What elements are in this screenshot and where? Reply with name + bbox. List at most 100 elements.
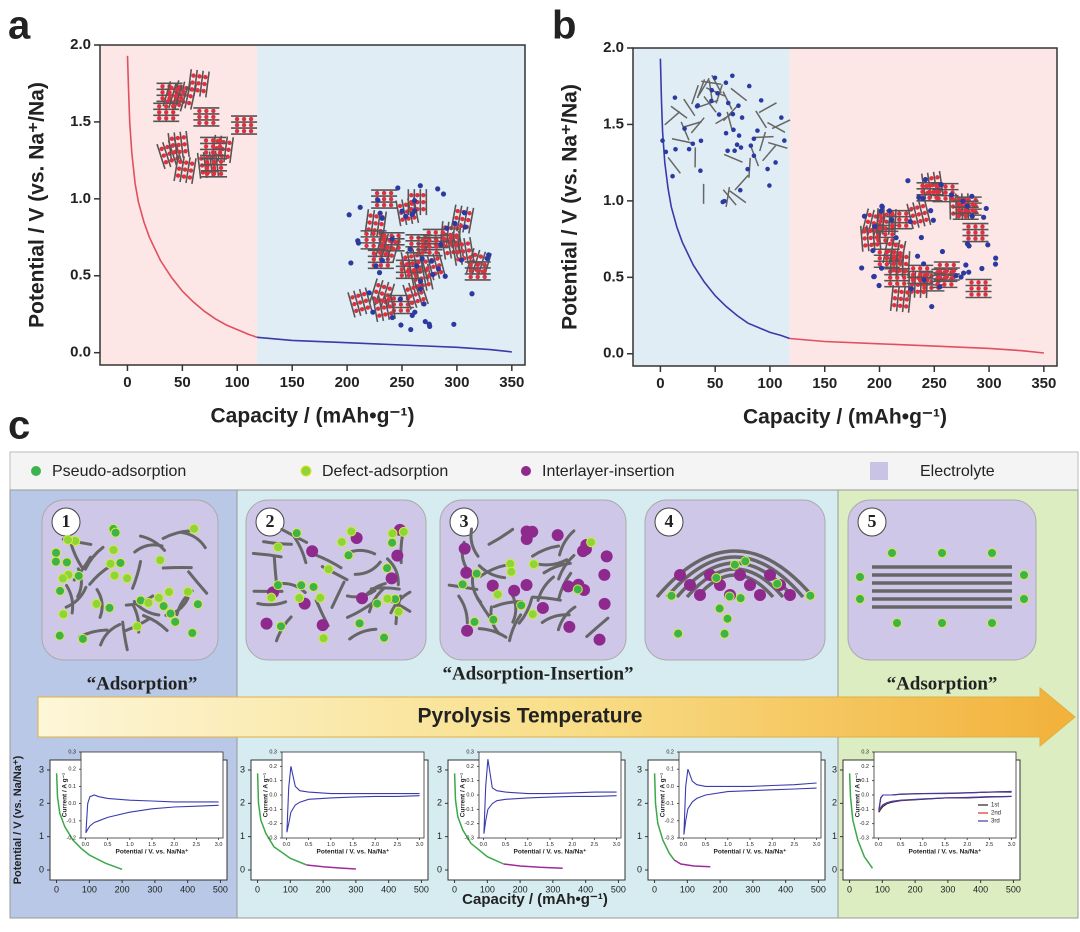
x-tick-label: 0 xyxy=(652,885,657,895)
ion xyxy=(434,244,439,249)
ion xyxy=(391,296,397,301)
ion xyxy=(468,262,473,268)
graphene xyxy=(121,620,129,652)
ion xyxy=(970,208,975,213)
ion xyxy=(891,250,896,255)
x-tick-label: 3.0 xyxy=(813,842,821,848)
ion xyxy=(171,110,176,115)
ion xyxy=(924,266,930,271)
ion xyxy=(387,286,392,291)
group-label: “Adsorption” xyxy=(87,673,198,694)
ion xyxy=(528,559,539,570)
graphene xyxy=(691,84,699,105)
ion xyxy=(420,244,425,249)
ion xyxy=(187,175,193,180)
ion xyxy=(132,621,143,632)
ion xyxy=(189,523,200,534)
ion xyxy=(870,247,876,254)
ion xyxy=(405,269,411,274)
ion xyxy=(709,87,715,93)
ion xyxy=(421,297,426,302)
ion xyxy=(189,161,195,166)
ion xyxy=(433,230,438,235)
graphene xyxy=(683,98,696,117)
ion xyxy=(399,208,405,214)
ion xyxy=(379,632,390,643)
ion xyxy=(397,203,403,209)
y-tick-label: 1 xyxy=(832,831,837,841)
ion xyxy=(165,608,176,619)
ion xyxy=(382,563,393,574)
ion xyxy=(973,236,978,241)
ion xyxy=(462,224,468,230)
y-tick-label: 1 xyxy=(437,831,442,841)
ion xyxy=(722,613,733,624)
ion xyxy=(210,138,216,143)
y-tick-label: 2.0 xyxy=(603,39,624,56)
ion xyxy=(109,570,120,581)
ion xyxy=(421,199,426,205)
ion xyxy=(204,114,209,120)
ion xyxy=(928,208,934,214)
ion xyxy=(737,187,743,193)
ion xyxy=(204,159,210,165)
ion xyxy=(226,147,231,152)
graphene xyxy=(345,601,374,619)
ion xyxy=(674,569,686,581)
ion xyxy=(904,217,909,222)
x-axis-label: Capacity / (mAh•g⁻¹) xyxy=(211,405,415,428)
ion xyxy=(371,243,376,249)
ion xyxy=(879,203,885,209)
ion xyxy=(673,147,678,152)
ion xyxy=(372,598,383,609)
ion xyxy=(364,237,369,243)
ion xyxy=(927,195,932,200)
carbon-stack xyxy=(173,155,197,185)
ion xyxy=(381,305,387,310)
ion xyxy=(385,245,390,250)
ion xyxy=(367,220,372,225)
y-tick-label: 0.0 xyxy=(68,801,76,807)
ion xyxy=(187,627,198,638)
x-tick-label: 3.0 xyxy=(416,842,424,848)
x-tick-label: 300 xyxy=(977,375,1002,392)
x-tick-label: 100 xyxy=(283,885,298,895)
legend-label: 2nd xyxy=(991,811,1001,817)
ion xyxy=(460,566,473,579)
ion xyxy=(197,114,202,120)
ion xyxy=(248,128,254,134)
ion xyxy=(920,203,926,209)
carbon-stack xyxy=(464,261,491,281)
ion xyxy=(985,242,991,248)
ion xyxy=(180,89,186,94)
data-line xyxy=(683,769,817,835)
ion xyxy=(958,274,964,280)
plot-frame xyxy=(632,47,1058,367)
ion xyxy=(190,80,195,85)
graphene xyxy=(402,284,412,310)
x-tick-label: 0.0 xyxy=(680,842,688,848)
ion xyxy=(898,296,904,302)
graphene xyxy=(377,295,385,322)
ion xyxy=(897,223,902,228)
y-tick-label: 2 xyxy=(39,798,44,808)
x-tick-label: 1.5 xyxy=(349,842,357,848)
ion xyxy=(211,108,216,114)
plot-bg xyxy=(282,752,424,838)
y-tick-label: 0.5 xyxy=(603,268,624,285)
ion xyxy=(861,213,868,219)
ion xyxy=(409,300,415,306)
plot-frame xyxy=(99,44,526,366)
plot-bg xyxy=(679,752,821,838)
x-tick-label: 100 xyxy=(82,885,97,895)
ion xyxy=(104,602,115,613)
ion xyxy=(381,196,387,202)
graphene xyxy=(450,204,457,231)
graphene xyxy=(558,529,576,557)
ion xyxy=(993,255,999,261)
x-axis-label: Capacity / (mAh•g⁻¹) xyxy=(462,891,608,908)
legend-label: Interlayer-insertion xyxy=(542,463,675,480)
carbon-stack xyxy=(162,81,189,112)
ion xyxy=(423,259,429,264)
ion xyxy=(892,254,897,259)
